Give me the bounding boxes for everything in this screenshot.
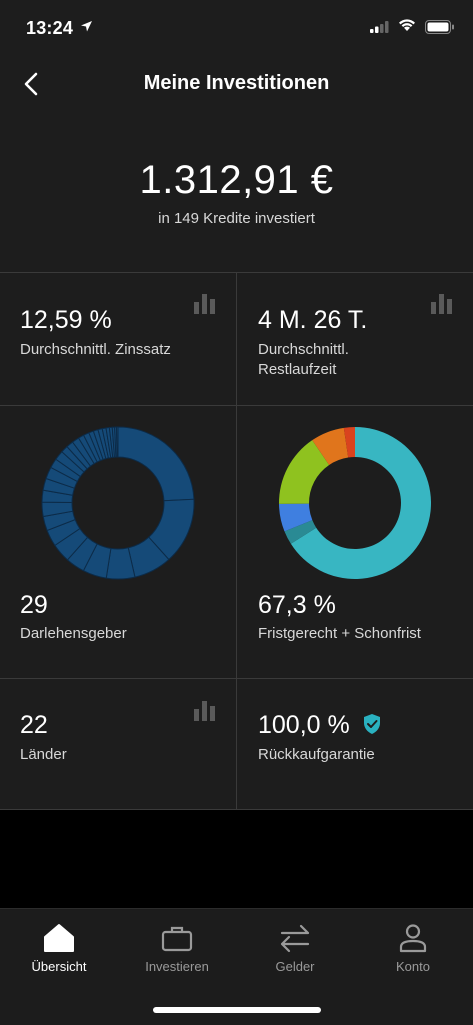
page-title: Meine Investitionen [143, 72, 330, 94]
tab-invest[interactable]: Investieren [118, 909, 236, 989]
interest-label: Durchschnittl. Zinssatz [20, 341, 171, 358]
bar-chart-icon [194, 294, 215, 314]
schedule-donut-segment [312, 427, 349, 465]
remaining-term-tile[interactable]: 4 M. 26 T. Durchschnittl. Restlaufzeit [237, 272, 473, 405]
schedule-donut-segment [279, 503, 313, 532]
schedule-donut-segment [290, 427, 431, 579]
wifi-icon [399, 19, 415, 31]
lenders-tile[interactable]: 29 Darlehensgeber [0, 406, 236, 678]
status-time: 13:24 [26, 18, 74, 38]
countries-tile[interactable]: 22 Länder [0, 679, 236, 809]
invested-subtitle: in 149 Kredite investiert [158, 210, 315, 227]
schedule-tile[interactable]: 67,3 % Fristgerecht + Schonfrist [237, 406, 473, 678]
tab-overview-label: Übersicht [31, 959, 87, 974]
transfer-arrows-icon [280, 924, 310, 953]
tab-account-label: Konto [396, 959, 430, 974]
remaining-term-value: 4 M. 26 T. [258, 306, 368, 334]
nav-bar: Meine Investitionen [0, 62, 473, 106]
shield-check-icon [364, 714, 380, 734]
lender-donut-segment [116, 426, 119, 458]
lenders-label: Darlehensgeber [20, 625, 127, 642]
countries-label: Länder [20, 746, 67, 763]
back-chevron-icon[interactable] [16, 68, 48, 100]
briefcase-icon [161, 926, 193, 952]
interest-tile[interactable]: 12,59 % Durchschnittl. Zinssatz [0, 272, 236, 405]
invested-amount: 1.312,91 € [139, 158, 334, 202]
lenders-value: 29 [20, 591, 48, 619]
remaining-term-label-line1: Durchschnittl. [258, 341, 349, 358]
stats-grid: 12,59 % Durchschnittl. Zinssatz 4 M. 26 … [0, 272, 473, 810]
lender-donut-segment [117, 426, 195, 502]
schedule-value: 67,3 % [258, 591, 336, 619]
tab-funds-label: Gelder [275, 959, 315, 974]
header-section: 13:24 Meine Investitionen 1.312,91 € in … [0, 0, 473, 272]
buyback-value: 100,0 % [258, 711, 350, 739]
lenders-donut-chart [41, 426, 195, 580]
remaining-term-label-line2: Restlaufzeit [258, 361, 337, 378]
divider [236, 272, 237, 810]
countries-value: 22 [20, 711, 48, 739]
tab-bar: Übersicht Investieren Gelder Konto [0, 908, 473, 1025]
tab-funds[interactable]: Gelder [236, 909, 354, 989]
tab-invest-label: Investieren [145, 959, 209, 974]
schedule-donut-segment [279, 440, 330, 504]
schedule-donut-chart [279, 427, 431, 579]
tab-account[interactable]: Konto [354, 909, 472, 989]
bar-chart-icon [194, 701, 215, 721]
schedule-donut-segment [343, 427, 355, 458]
status-bar: 13:24 [0, 0, 473, 56]
bar-chart-icon [431, 294, 452, 314]
home-icon [44, 924, 74, 952]
interest-value: 12,59 % [20, 306, 112, 334]
tab-overview[interactable]: Übersicht [0, 909, 118, 989]
buyback-guarantee-tile[interactable]: 100,0 % Rückkaufgarantie [237, 679, 473, 809]
buyback-label: Rückkaufgarantie [258, 746, 375, 763]
home-indicator [153, 1007, 321, 1013]
battery-icon [425, 20, 454, 34]
schedule-donut-segment [284, 520, 317, 544]
user-icon [399, 924, 427, 953]
cellular-signal-icon [370, 21, 389, 33]
schedule-label: Fristgerecht + Schonfrist [258, 625, 421, 642]
location-arrow-icon [81, 21, 92, 32]
